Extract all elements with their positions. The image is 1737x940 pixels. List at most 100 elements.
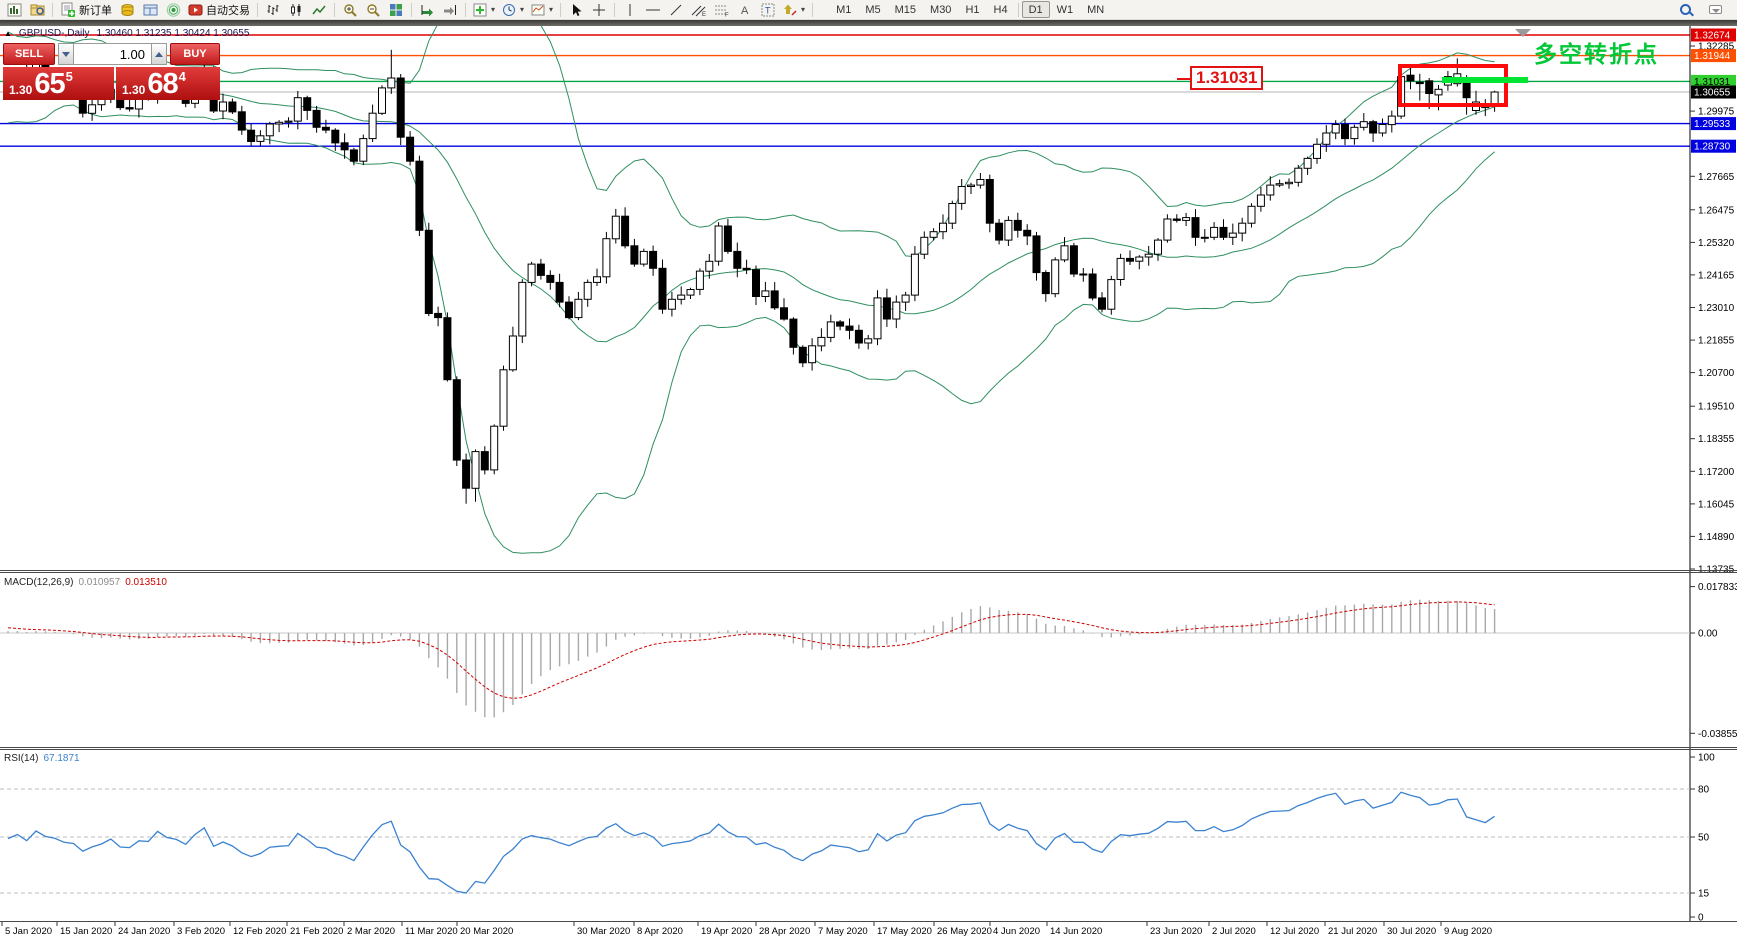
candle xyxy=(658,267,667,310)
signals-button[interactable] xyxy=(162,1,184,19)
timeframe-button-h1[interactable]: H1 xyxy=(958,1,986,18)
toolbar: 新订单 自动交易 ▾ ▾ ▾ E F A T ▾ xyxy=(0,0,1737,20)
bollinger-lower-band xyxy=(7,104,1495,554)
candle xyxy=(368,112,377,140)
tile-windows-button[interactable] xyxy=(385,1,407,19)
pane-separator[interactable] xyxy=(0,572,1737,573)
data-window-button[interactable] xyxy=(139,1,161,19)
price-badge-1.28730 xyxy=(1691,139,1736,153)
templates-button[interactable]: ▾ xyxy=(528,1,556,19)
price-tick-label: 1.32285 xyxy=(1698,42,1735,53)
profiles-button[interactable] xyxy=(26,1,48,19)
candle xyxy=(1182,217,1191,221)
candle xyxy=(1238,222,1247,234)
sell-price-panel[interactable]: 1.30 65 5 xyxy=(3,67,114,100)
svg-text:F: F xyxy=(725,12,729,17)
pane-separator[interactable] xyxy=(0,921,1737,922)
price-callout-label[interactable]: 1.31031 xyxy=(1190,66,1264,90)
ohlc-values-label: 1.30460 1.31235 1.30424 1.30655 xyxy=(96,28,250,39)
volume-decrease-button[interactable] xyxy=(58,43,74,65)
candle xyxy=(1154,239,1162,255)
volume-increase-button[interactable] xyxy=(151,43,167,65)
candle xyxy=(125,107,134,110)
pane-separator[interactable] xyxy=(0,570,1737,571)
text-label-tool[interactable]: T xyxy=(757,1,779,19)
highlight-thick-line[interactable] xyxy=(1442,77,1528,83)
periods-button[interactable]: ▾ xyxy=(499,1,527,19)
auto-trading-button[interactable]: 自动交易 xyxy=(185,1,253,19)
bar-chart-type-button[interactable] xyxy=(262,1,284,19)
timeframe-button-m1[interactable]: M1 xyxy=(829,1,858,18)
candle xyxy=(1219,226,1228,238)
zoom-in-button[interactable] xyxy=(339,1,361,19)
date-tick-label: 28 Apr 2020 xyxy=(759,926,810,937)
new-order-button[interactable]: 新订单 xyxy=(57,1,115,19)
svg-text:E: E xyxy=(702,12,706,17)
pane-separator[interactable] xyxy=(0,749,1737,750)
pane-separator[interactable] xyxy=(0,747,1737,748)
vertical-line-tool[interactable] xyxy=(619,1,641,19)
chart-shift-marker-icon[interactable] xyxy=(1515,29,1531,37)
trendline-tool[interactable] xyxy=(665,1,687,19)
timeframe-button-w1[interactable]: W1 xyxy=(1050,1,1081,18)
text-tool[interactable]: A xyxy=(734,1,756,19)
chart-shift-button[interactable] xyxy=(439,1,461,19)
date-tick-label: 4 Jun 2020 xyxy=(993,926,1040,937)
zoom-out-button[interactable] xyxy=(362,1,384,19)
rsi-scale-label: 80 xyxy=(1698,785,1710,796)
candle xyxy=(1107,279,1116,310)
highlight-rectangle[interactable] xyxy=(1398,64,1508,107)
new-chart-button[interactable] xyxy=(3,1,25,19)
candle xyxy=(892,301,901,320)
candlestick-chart-type-button[interactable] xyxy=(285,1,307,19)
candle xyxy=(340,142,349,151)
date-tick-label: 20 Mar 2020 xyxy=(460,926,513,937)
arrows-tool[interactable]: ▾ xyxy=(780,1,808,19)
horizontal-line-tool[interactable] xyxy=(642,1,664,19)
candle xyxy=(1275,183,1284,186)
timeframe-button-m15[interactable]: M15 xyxy=(888,1,923,18)
crosshair-button[interactable] xyxy=(588,1,610,19)
candle xyxy=(1341,124,1349,140)
ask-price-pip: 4 xyxy=(178,69,186,84)
rsi-pane[interactable] xyxy=(0,788,1690,894)
candle xyxy=(967,184,975,188)
candle xyxy=(518,281,527,337)
search-button[interactable] xyxy=(1674,1,1696,19)
market-watch-icon-button[interactable] xyxy=(116,1,138,19)
timeframe-button-d1[interactable]: D1 xyxy=(1021,1,1050,18)
macd-pane[interactable] xyxy=(0,599,1690,718)
price-badge-1.32674 xyxy=(1691,28,1736,42)
buy-button[interactable]: BUY xyxy=(170,43,220,65)
window-frame-strip xyxy=(0,20,1737,26)
cursor-button[interactable] xyxy=(565,1,587,19)
volume-input[interactable] xyxy=(74,43,151,65)
fibonacci-tool[interactable]: F xyxy=(711,1,733,19)
candle xyxy=(1285,181,1293,185)
svg-text:A: A xyxy=(741,5,749,17)
equidistant-channel-tool[interactable]: E xyxy=(688,1,710,19)
timeframe-button-m5[interactable]: M5 xyxy=(858,1,887,18)
sell-button[interactable]: SELL xyxy=(3,43,55,65)
line-chart-type-button[interactable] xyxy=(308,1,330,19)
toolbar-separator xyxy=(465,2,466,17)
candle xyxy=(1350,126,1359,140)
candle xyxy=(424,229,433,314)
price-tick-label: 1.29975 xyxy=(1698,107,1735,118)
date-tick-label: 9 Aug 2020 xyxy=(1444,926,1492,937)
candle xyxy=(920,236,929,255)
timeframe-button-m30[interactable]: M30 xyxy=(923,1,958,18)
buy-price-panel[interactable]: 1.30 68 4 xyxy=(116,67,220,100)
candle xyxy=(1051,259,1060,295)
one-click-collapse-icon[interactable]: ▲ xyxy=(4,29,12,38)
date-tick-label: 14 Jun 2020 xyxy=(1050,926,1102,937)
timeframe-button-h4[interactable]: H4 xyxy=(987,1,1015,18)
timeframe-button-mn[interactable]: MN xyxy=(1080,1,1111,18)
indicators-button[interactable]: ▾ xyxy=(470,1,498,19)
main-pane[interactable] xyxy=(4,0,1499,554)
candle xyxy=(1135,256,1144,262)
chat-button[interactable] xyxy=(1704,1,1726,19)
auto-scroll-button[interactable] xyxy=(416,1,438,19)
candle xyxy=(845,325,854,331)
